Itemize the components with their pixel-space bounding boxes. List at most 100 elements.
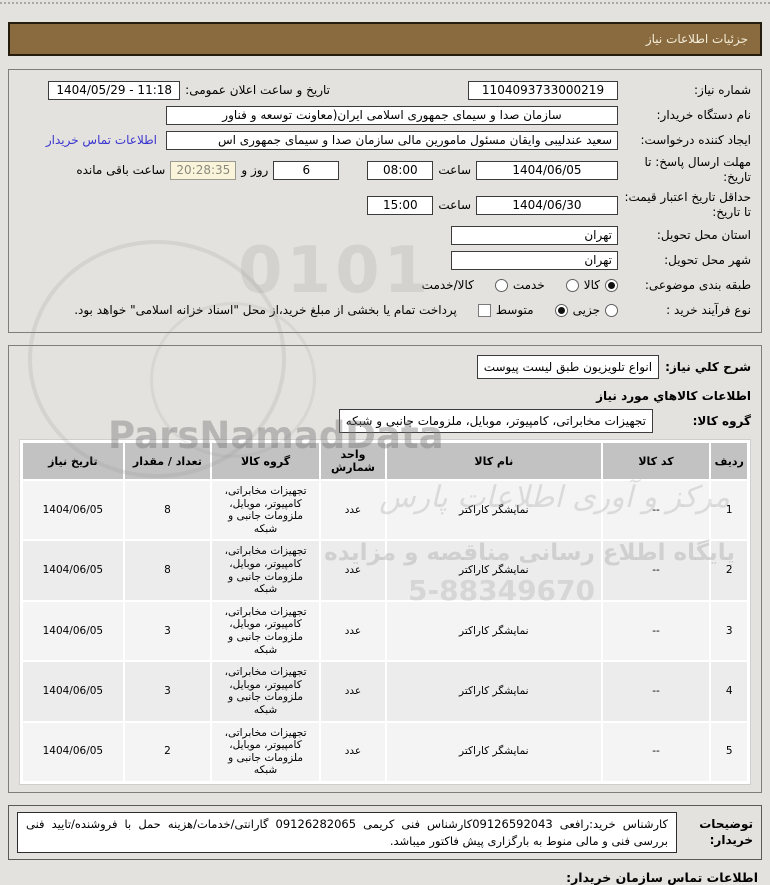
time-left-label: ساعت باقی مانده bbox=[76, 163, 166, 177]
col-header-unit[interactable]: واحد شمارش bbox=[320, 443, 386, 479]
price-validity-date-field[interactable]: 1404/06/30 bbox=[476, 195, 618, 215]
cell-date: 1404/06/05 bbox=[23, 662, 123, 721]
cell-group: تجهیزات مخابراتی، کامپیوتر، موبایل، ملزو… bbox=[212, 481, 319, 540]
purchase-notes-label: توضیحات خریدار: bbox=[699, 816, 753, 847]
radio-medium[interactable] bbox=[554, 303, 568, 317]
price-validity-hour-label: ساعت bbox=[438, 198, 471, 212]
days-left-field[interactable]: 6 bbox=[273, 160, 340, 180]
cell-date: 1404/06/05 bbox=[23, 601, 123, 661]
process-type-label: نوع فرآیند خرید : bbox=[666, 302, 751, 317]
goods-table-wrap: ردیف کد کالا نام کالا واحد شمارش گروه کا… bbox=[19, 439, 751, 785]
reply-deadline-row: مهلت ارسال پاسخ: تا تاریخ: 1404/06/05 سا… bbox=[19, 155, 751, 185]
buyer-contact-link[interactable]: اطلاعات تماس خریدار bbox=[45, 133, 157, 147]
need-number-label: شماره نیاز: bbox=[694, 82, 751, 97]
page-top-divider bbox=[0, 2, 770, 4]
cell-unit: عدد bbox=[320, 541, 386, 600]
need-desc-field[interactable]: انواع تلویزیون طبق لیست پیوست bbox=[476, 355, 660, 379]
goods-group-field[interactable]: تجهیزات مخابراتی، کامپیوتر، موبایل، ملزو… bbox=[338, 409, 653, 433]
purchase-notes-section: توضیحات خریدار: کارشناس خرید:رافعی 09126… bbox=[8, 804, 762, 861]
required-goods-section: شرح کلي نیاز: انواع تلویزیون طبق لیست پی… bbox=[8, 345, 762, 793]
cell-code: -- bbox=[602, 722, 710, 781]
need-number-field[interactable]: 1104093733000219 bbox=[468, 80, 618, 100]
col-header-group[interactable]: گروه کالا bbox=[212, 443, 319, 479]
city-label: شهر محل تحویل: bbox=[664, 252, 751, 267]
buyer-org-field[interactable]: سازمان صدا و سیمای جمهوری اسلامی ایران(م… bbox=[166, 105, 618, 125]
price-validity-label: حداقل تاریخ اعتبار قیمت: تا تاریخ: bbox=[624, 190, 751, 219]
classification-label: طبقه بندی موضوعی: bbox=[644, 277, 751, 292]
table-row: 4 -- نمایشگر کاراکتر عدد تجهیزات مخابرات… bbox=[23, 662, 747, 721]
cell-code: -- bbox=[602, 601, 710, 661]
cell-code: -- bbox=[602, 662, 710, 721]
reply-deadline-label: مهلت ارسال پاسخ: تا تاریخ: bbox=[644, 155, 751, 184]
cell-name: نمایشگر کاراکتر bbox=[387, 601, 601, 661]
cell-name: نمایشگر کاراکتر bbox=[387, 481, 601, 540]
radio-service-label: خدمت bbox=[512, 278, 545, 292]
radio-partial-label: جزیی bbox=[572, 303, 600, 317]
reply-deadline-time-field[interactable]: 08:00 bbox=[367, 160, 434, 180]
col-header-qty[interactable]: تعداد / مقدار bbox=[124, 443, 211, 479]
cell-rownum: 5 bbox=[711, 722, 747, 781]
city-row: شهر محل تحویل: تهران bbox=[19, 250, 751, 270]
col-header-name[interactable]: نام کالا bbox=[387, 443, 601, 479]
buyer-org-label: نام دستگاه خریدار: bbox=[656, 107, 752, 122]
col-header-row[interactable]: ردیف bbox=[711, 443, 747, 479]
reply-deadline-date-field[interactable]: 1404/06/05 bbox=[476, 160, 618, 180]
goods-group-label: گروه کالا: bbox=[692, 414, 751, 428]
radio-medium-label: متوسط bbox=[495, 303, 534, 317]
purchase-notes-field[interactable]: کارشناس خرید:رافعی 09126592043کارشناس فن… bbox=[17, 811, 677, 854]
buyer-org-row: نام دستگاه خریدار: سازمان صدا و سیمای جم… bbox=[19, 105, 751, 125]
time-left-counter: 20:28:35 bbox=[170, 160, 237, 180]
page-title: جزئیات اطلاعات نیاز bbox=[645, 32, 748, 46]
need-number-row: شماره نیاز: 1104093733000219 تاریخ و ساع… bbox=[19, 80, 751, 100]
cell-rownum: 1 bbox=[711, 481, 747, 540]
cell-qty: 3 bbox=[124, 662, 211, 721]
cell-date: 1404/06/05 bbox=[23, 481, 123, 540]
cell-group: تجهیزات مخابراتی، کامپیوتر، موبایل، ملزو… bbox=[212, 541, 319, 600]
page-title-bar: جزئیات اطلاعات نیاز bbox=[8, 22, 762, 56]
price-validity-row: حداقل تاریخ اعتبار قیمت: تا تاریخ: 1404/… bbox=[19, 190, 751, 220]
process-type-row: نوع فرآیند خرید : جزیی متوسط پرداخت تمام… bbox=[19, 300, 751, 320]
goods-table-header-row: ردیف کد کالا نام کالا واحد شمارش گروه کا… bbox=[23, 443, 747, 479]
radio-goods-label: کالا bbox=[583, 278, 600, 292]
cell-unit: عدد bbox=[320, 601, 386, 661]
cell-name: نمایشگر کاراکتر bbox=[387, 541, 601, 600]
col-header-date[interactable]: تاریخ نیاز bbox=[23, 443, 123, 479]
table-row: 1 -- نمایشگر کاراکتر عدد تجهیزات مخابرات… bbox=[23, 481, 747, 540]
buyer-contact-heading: اطلاعات تماس سازمان خریدار: bbox=[566, 870, 758, 885]
need-desc-row: شرح کلي نیاز: انواع تلویزیون طبق لیست پی… bbox=[19, 355, 751, 379]
cell-qty: 8 bbox=[124, 541, 211, 600]
need-info-section: شماره نیاز: 1104093733000219 تاریخ و ساع… bbox=[8, 69, 762, 333]
cell-code: -- bbox=[602, 541, 710, 600]
treasury-docs-checkbox-label: پرداخت تمام یا بخشی از مبلغ خرید،از محل … bbox=[74, 303, 457, 317]
cell-name: نمایشگر کاراکتر bbox=[387, 722, 601, 781]
city-field[interactable]: تهران bbox=[451, 250, 618, 270]
cell-qty: 8 bbox=[124, 481, 211, 540]
radio-goods[interactable] bbox=[605, 278, 618, 292]
radio-service[interactable] bbox=[565, 278, 579, 292]
province-field[interactable]: تهران bbox=[451, 225, 618, 245]
cell-unit: عدد bbox=[320, 722, 386, 781]
cell-qty: 3 bbox=[124, 601, 211, 661]
price-validity-time-field[interactable]: 15:00 bbox=[367, 195, 434, 215]
cell-rownum: 4 bbox=[711, 662, 747, 721]
cell-date: 1404/06/05 bbox=[23, 541, 123, 600]
cell-rownum: 2 bbox=[711, 541, 747, 600]
cell-group: تجهیزات مخابراتی، کامپیوتر، موبایل، ملزو… bbox=[212, 662, 319, 721]
request-creator-label: ایجاد کننده درخواست: bbox=[640, 132, 751, 147]
radio-partial[interactable] bbox=[605, 303, 618, 317]
announce-datetime-field[interactable]: 1404/05/29 - 11:18 bbox=[48, 80, 181, 100]
cell-name: نمایشگر کاراکتر bbox=[387, 662, 601, 721]
goods-group-row: گروه کالا: تجهیزات مخابراتی، کامپیوتر، م… bbox=[19, 409, 751, 433]
table-row: 2 -- نمایشگر کاراکتر عدد تجهیزات مخابرات… bbox=[23, 541, 747, 600]
classification-row: طبقه بندی موضوعی: کالا خدمت کالا/خدمت bbox=[19, 275, 751, 295]
table-row: 5 -- نمایشگر کاراکتر عدد تجهیزات مخابرات… bbox=[23, 722, 747, 781]
request-creator-field[interactable]: سعید عندلیبی وایقان مسئول مامورین مالی س… bbox=[166, 130, 618, 150]
announce-label: تاریخ و ساعت اعلان عمومی: bbox=[185, 83, 330, 97]
treasury-docs-checkbox[interactable] bbox=[477, 303, 491, 317]
cell-date: 1404/06/05 bbox=[23, 722, 123, 781]
radio-goods-service-label: کالا/خدمت bbox=[421, 278, 474, 292]
col-header-code[interactable]: کد کالا bbox=[602, 443, 710, 479]
radio-goods-service[interactable] bbox=[494, 278, 508, 292]
goods-info-heading: اطلاعات کالاهاي مورد نیاز bbox=[596, 389, 751, 403]
